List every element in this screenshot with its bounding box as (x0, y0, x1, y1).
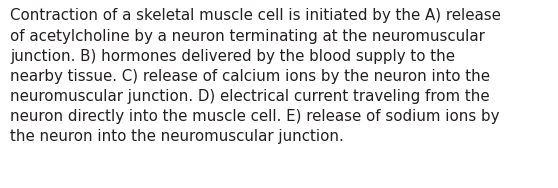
Text: Contraction of a skeletal muscle cell is initiated by the A) release
of acetylch: Contraction of a skeletal muscle cell is… (10, 8, 501, 144)
